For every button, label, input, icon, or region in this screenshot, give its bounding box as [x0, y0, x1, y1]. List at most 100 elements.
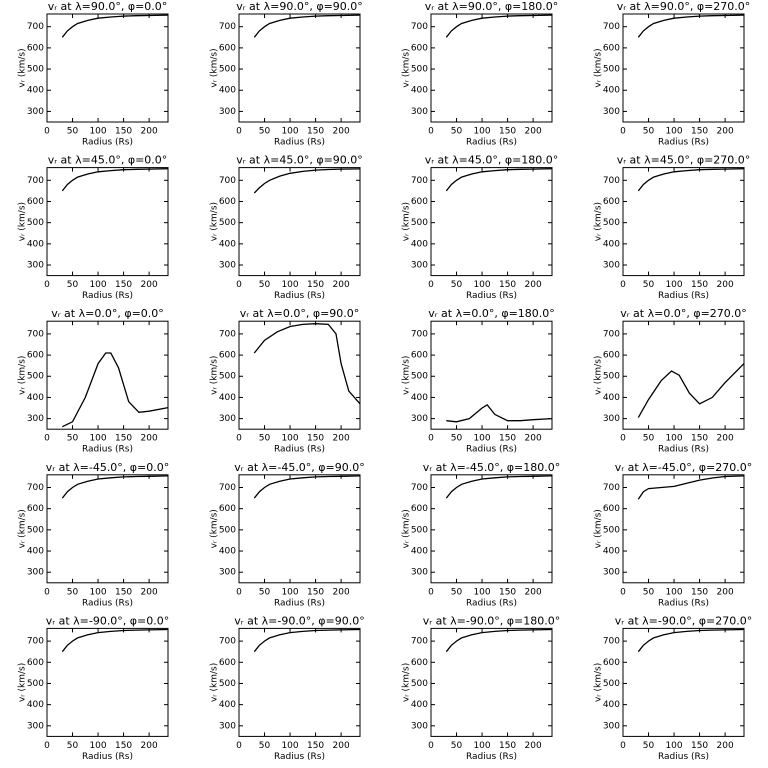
- x-axis-label: Radius (Rs): [82, 752, 133, 762]
- x-tick-label: 100: [473, 434, 490, 444]
- axis-box: [430, 320, 553, 430]
- y-tick-label: 700: [411, 637, 428, 647]
- x-tick-label: 0: [620, 280, 626, 290]
- x-axis-label: Radius (Rs): [658, 752, 709, 762]
- y-tick-label: 500: [603, 525, 620, 535]
- axis-box: [46, 320, 169, 430]
- y-tick-label: 300: [411, 721, 428, 731]
- y-tick-label: 700: [27, 637, 44, 647]
- axis-box: [46, 474, 169, 584]
- y-axis-label: vᵣ (km/s): [402, 356, 412, 395]
- y-tick-label: 500: [27, 372, 44, 382]
- x-tick-label: 150: [307, 741, 324, 751]
- y-tick-label: 600: [219, 43, 236, 53]
- x-tick-label: 150: [691, 587, 708, 597]
- y-tick-label: 300: [603, 721, 620, 731]
- y-tick-label: 600: [603, 658, 620, 668]
- x-tick-label: 100: [665, 280, 682, 290]
- y-tick-label: 500: [219, 372, 236, 382]
- x-tick-label: 150: [307, 280, 324, 290]
- panel: vᵣ at λ=0.0°, φ=0.0° 0 50 100 150 200 300 400 50…: [18, 307, 169, 455]
- x-tick-label: 100: [665, 127, 682, 137]
- y-axis-label: vᵣ (km/s): [402, 202, 412, 241]
- y-tick-label: 600: [411, 504, 428, 514]
- x-tick-label: 150: [115, 741, 132, 751]
- chart-title: vᵣ at λ=-45.0°, φ=0.0°: [46, 461, 170, 474]
- y-tick-label: 400: [27, 393, 44, 403]
- panel: vᵣ at λ=-45.0°, φ=90.0° 0 50 100 150 200 300 40…: [210, 461, 365, 609]
- panel: vᵣ at λ=-90.0°, φ=0.0° 0 50 100 150 200 300 400…: [18, 614, 170, 762]
- x-tick-label: 200: [333, 741, 350, 751]
- panel: vᵣ at λ=45.0°, φ=90.0° 0 50 100 150 200 300 400…: [210, 154, 363, 302]
- y-tick-label: 700: [27, 329, 44, 339]
- x-tick-label: 50: [643, 280, 655, 290]
- y-tick-label: 600: [27, 504, 44, 514]
- y-tick-label: 400: [219, 86, 236, 96]
- x-tick-label: 200: [333, 587, 350, 597]
- y-tick-label: 600: [27, 351, 44, 361]
- x-tick-label: 150: [499, 280, 516, 290]
- x-tick-label: 0: [44, 741, 50, 751]
- chart-title: vᵣ at λ=45.0°, φ=270.0°: [617, 154, 751, 167]
- x-tick-label: 100: [665, 587, 682, 597]
- x-tick-label: 50: [67, 434, 79, 444]
- x-tick-label: 150: [499, 741, 516, 751]
- x-axis-label: Radius (Rs): [466, 291, 517, 301]
- chart-title: vᵣ at λ=-90.0°, φ=0.0°: [46, 614, 170, 627]
- chart-title: vᵣ at λ=45.0°, φ=90.0°: [236, 154, 363, 167]
- x-axis-label: Radius (Rs): [658, 291, 709, 301]
- y-tick-label: 300: [27, 107, 44, 117]
- x-tick-label: 0: [44, 587, 50, 597]
- y-tick-label: 600: [219, 658, 236, 668]
- panel: vᵣ at λ=45.0°, φ=180.0° 0 50 100 150 200 300 40…: [402, 154, 559, 302]
- x-tick-label: 0: [428, 587, 434, 597]
- y-tick-label: 700: [411, 176, 428, 186]
- x-tick-label: 200: [333, 434, 350, 444]
- x-tick-label: 0: [236, 434, 242, 444]
- y-axis-label: vᵣ (km/s): [18, 509, 28, 548]
- panel: vᵣ at λ=90.0°, φ=180.0° 0 50 100 150 200 300 40…: [402, 0, 559, 148]
- data-line: [253, 475, 361, 499]
- x-tick-label: 0: [236, 587, 242, 597]
- x-axis-label: Radius (Rs): [658, 138, 709, 148]
- y-tick-label: 300: [27, 721, 44, 731]
- panel: vᵣ at λ=45.0°, φ=270.0° 0 50 100 150 200 300 40…: [594, 154, 751, 302]
- axis-box: [430, 474, 553, 584]
- x-axis-label: Radius (Rs): [82, 138, 133, 148]
- y-tick-label: 300: [603, 107, 620, 117]
- x-axis-label: Radius (Rs): [466, 598, 517, 608]
- chart-title: vᵣ at λ=-45.0°, φ=180.0°: [423, 461, 561, 474]
- x-tick-label: 200: [333, 127, 350, 137]
- y-axis-label: vᵣ (km/s): [402, 48, 412, 87]
- chart-title: vᵣ at λ=45.0°, φ=180.0°: [425, 154, 559, 167]
- y-tick-label: 500: [219, 679, 236, 689]
- y-tick-label: 500: [27, 65, 44, 75]
- axis-box: [622, 474, 745, 584]
- data-line: [637, 168, 745, 192]
- x-tick-label: 100: [473, 127, 490, 137]
- x-tick-label: 50: [451, 127, 463, 137]
- y-tick-label: 500: [411, 65, 428, 75]
- x-tick-label: 100: [281, 741, 298, 751]
- y-tick-label: 500: [603, 372, 620, 382]
- y-tick-label: 300: [219, 107, 236, 117]
- x-tick-label: 150: [115, 587, 132, 597]
- x-tick-label: 150: [691, 434, 708, 444]
- y-tick-label: 500: [411, 525, 428, 535]
- y-tick-label: 600: [219, 351, 236, 361]
- data-line: [61, 628, 169, 653]
- axis-box: [46, 13, 169, 123]
- y-tick-label: 500: [27, 218, 44, 228]
- x-tick-label: 150: [691, 127, 708, 137]
- y-tick-label: 300: [219, 261, 236, 271]
- y-tick-label: 700: [27, 176, 44, 186]
- x-tick-label: 0: [620, 587, 626, 597]
- x-tick-label: 150: [691, 741, 708, 751]
- x-tick-label: 100: [281, 280, 298, 290]
- x-tick-label: 200: [525, 127, 542, 137]
- y-tick-label: 600: [411, 658, 428, 668]
- y-tick-label: 400: [27, 239, 44, 249]
- x-tick-label: 100: [665, 741, 682, 751]
- data-line: [62, 352, 169, 428]
- y-tick-label: 400: [603, 700, 620, 710]
